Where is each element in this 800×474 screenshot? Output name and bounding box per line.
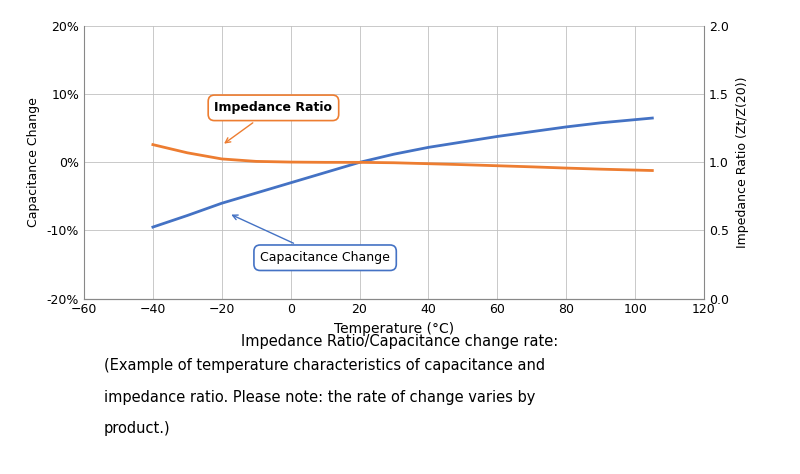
Text: Capacitance Change: Capacitance Change xyxy=(233,215,390,264)
Text: (Example of temperature characteristics of capacitance and: (Example of temperature characteristics … xyxy=(104,358,545,373)
Y-axis label: Capacitance Change: Capacitance Change xyxy=(27,98,40,227)
Y-axis label: Impedance Ratio (Zt/Z(20)): Impedance Ratio (Zt/Z(20)) xyxy=(736,77,749,248)
Text: Impedance Ratio: Impedance Ratio xyxy=(214,101,333,143)
Text: impedance ratio. Please note: the rate of change varies by: impedance ratio. Please note: the rate o… xyxy=(104,390,535,405)
Text: product.): product.) xyxy=(104,421,170,437)
Text: Impedance Ratio/Capacitance change rate:: Impedance Ratio/Capacitance change rate: xyxy=(242,334,558,349)
X-axis label: Temperature (°C): Temperature (°C) xyxy=(334,322,454,336)
